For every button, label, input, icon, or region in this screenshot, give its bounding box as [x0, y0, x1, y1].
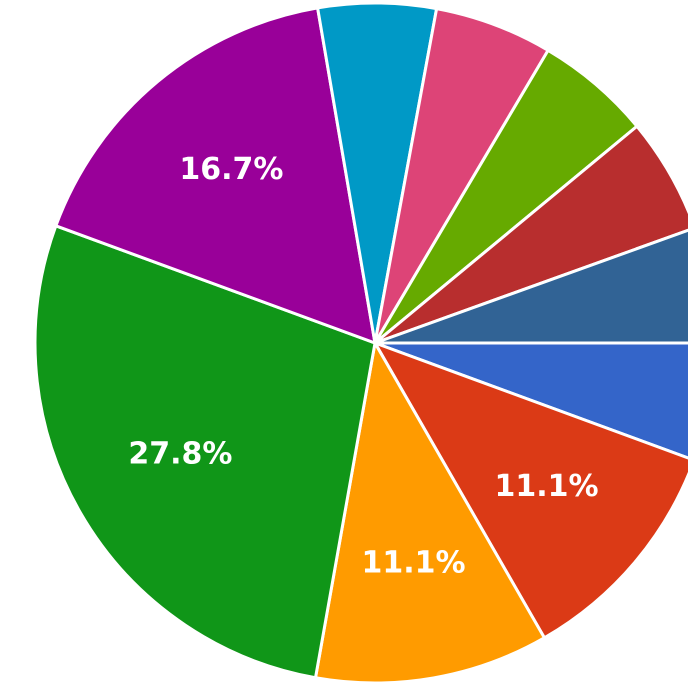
pie-slice-1: [373, 341, 688, 460]
pie-slice-label-3: 11.1%: [362, 546, 466, 581]
pie-slice-5: [54, 6, 377, 345]
pie-slice-4: [33, 224, 377, 680]
pie-slice-2: [373, 341, 688, 640]
pie-slices: [33, 1, 688, 685]
pie-slice-label-4: 27.8%: [128, 436, 232, 471]
pie-slice-label-2: 11.1%: [495, 469, 599, 504]
pie-slice-9: [373, 124, 688, 345]
pie-slice-10: [373, 228, 688, 345]
pie-slice-3: [313, 341, 546, 685]
pie-labels: 11.1% 11.1% 27.8% 16.7%: [128, 152, 598, 581]
pie-slice-label-5: 16.7%: [179, 152, 283, 187]
